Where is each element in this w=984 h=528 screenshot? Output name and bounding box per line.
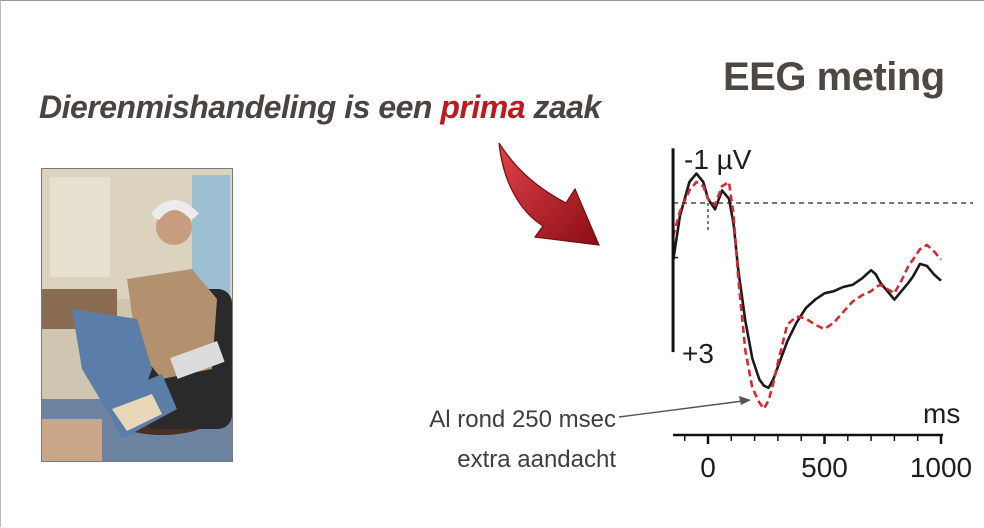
red-arrow-icon bbox=[498, 142, 600, 246]
annotation-line-2: extra aandacht bbox=[457, 446, 616, 473]
headline-highlight: prima bbox=[440, 89, 525, 125]
annotation-arrowhead bbox=[739, 396, 751, 405]
series-line-2 bbox=[671, 180, 942, 411]
chart-title: EEG meting bbox=[723, 55, 945, 99]
x-tick-label: 0 bbox=[700, 452, 716, 483]
annotation-arrow bbox=[618, 400, 744, 418]
x-tick-label: 1000 bbox=[910, 452, 972, 483]
participant-photo bbox=[41, 168, 233, 462]
headline: Dierenmishandeling is een prima zaak bbox=[39, 89, 601, 126]
x-tick-label: 500 bbox=[801, 452, 848, 483]
series-line-1 bbox=[671, 172, 942, 390]
x-axis-label: ms bbox=[923, 398, 960, 429]
headline-text: Dierenmishandeling is een bbox=[39, 89, 441, 125]
y-tick-label-bottom: +3 bbox=[682, 338, 714, 369]
headline-text-end: zaak bbox=[524, 89, 601, 125]
annotation-line-1: Al rond 250 msec bbox=[429, 406, 616, 433]
axes: 0 500 1000 bbox=[671, 148, 973, 483]
y-tick-label-top: -1 µV bbox=[684, 144, 752, 175]
plot-lines bbox=[671, 172, 942, 411]
